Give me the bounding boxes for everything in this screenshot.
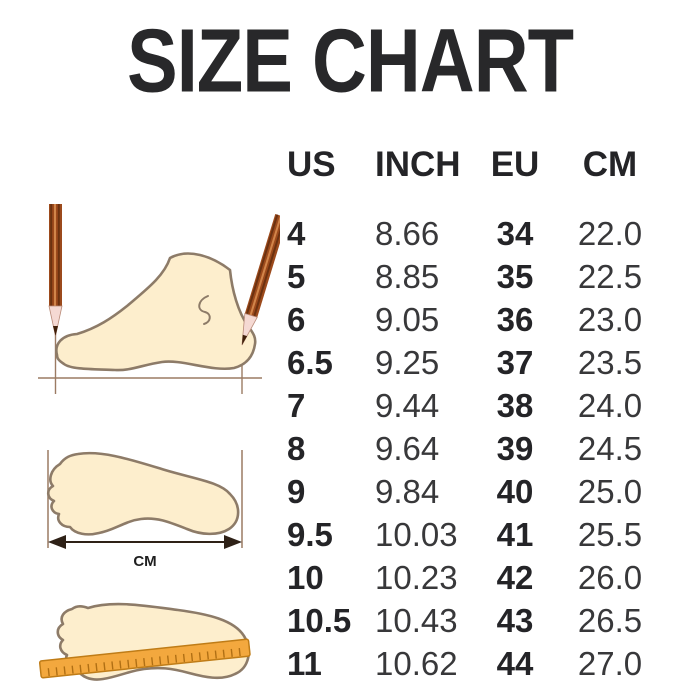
column-header-inch: INCH [375, 145, 461, 184]
table-row: 9.5 10.03 41 25.5 [287, 513, 665, 556]
table-row: 5 8.85 35 22.5 [287, 255, 665, 298]
table-cell: 10.5 [287, 602, 352, 639]
table-row: 6 9.05 36 23.0 [287, 298, 665, 341]
table-cell: 11 [287, 645, 322, 682]
size-table: US INCH EU CM 4 8.66 34 22.0 5 8.85 35 22.5 6 9.0… [287, 140, 665, 685]
footprint-ruler-icon [38, 602, 251, 681]
table-cell: 35 [496, 258, 534, 295]
table-cell: 24.0 [577, 387, 643, 424]
column-header-eu: EU [490, 145, 540, 184]
table-cell: 26.0 [577, 559, 643, 596]
column-header-cm: CM [582, 145, 638, 184]
table-body: 4 8.66 34 22.0 5 8.85 35 22.5 6 9.05 36 23.0 6.5 9.25… [287, 212, 665, 685]
table-cell: 41 [496, 516, 534, 553]
footprint-length-arrow-icon: CM [46, 450, 243, 570]
table-cell: 6.5 [287, 344, 333, 381]
column-header-us: US [287, 145, 336, 184]
table-row: 10 10.23 42 26.0 [287, 556, 665, 599]
table-cell: 27.0 [577, 645, 643, 682]
foot-side-with-pencils-icon [38, 204, 280, 394]
pencil-left-icon [48, 204, 63, 337]
table-cell: 10.03 [375, 516, 458, 553]
table-cell: 39 [496, 430, 534, 467]
table-cell: 9.44 [375, 387, 440, 424]
table-cell: 22.5 [577, 258, 643, 295]
length-arrow [48, 535, 242, 549]
page-title: SIZE CHART [127, 11, 574, 112]
table-cell: 24.5 [577, 430, 643, 467]
table-cell: 25.5 [577, 516, 643, 553]
table-cell: 42 [496, 559, 534, 596]
table-row: 6.5 9.25 37 23.5 [287, 341, 665, 384]
table-cell: 9.05 [375, 301, 440, 338]
table-cell: 37 [496, 344, 534, 381]
table-cell: 40 [496, 473, 534, 510]
table-cell: 44 [496, 645, 534, 682]
table-cell: 23.0 [577, 301, 643, 338]
table-row: 9 9.84 40 25.0 [287, 470, 665, 513]
table-cell: 38 [496, 387, 534, 424]
cm-label: CM [133, 553, 156, 570]
table-cell: 9.5 [287, 516, 333, 553]
table-cell: 43 [496, 602, 534, 639]
table-cell: 8.66 [375, 215, 440, 252]
table-cell: 23.5 [577, 344, 643, 381]
pencil-right-icon [241, 213, 280, 346]
table-cell: 4 [287, 215, 306, 252]
table-cell: 10.23 [375, 559, 458, 596]
table-cell: 9 [287, 473, 306, 510]
table-cell: 5 [287, 258, 306, 295]
table-cell: 10 [287, 559, 324, 596]
table-cell: 34 [496, 215, 534, 252]
table-cell: 6 [287, 301, 306, 338]
table-row: 4 8.66 34 22.0 [287, 212, 665, 255]
table-row: 10.5 10.43 43 26.5 [287, 599, 665, 642]
table-header-row: US INCH EU CM [287, 140, 665, 190]
table-cell: 10.62 [375, 645, 458, 682]
table-row: 7 9.44 38 24.0 [287, 384, 665, 427]
table-cell: 9.25 [375, 344, 440, 381]
table-cell: 36 [496, 301, 534, 338]
table-cell: 8 [287, 430, 306, 467]
table-cell: 9.84 [375, 473, 440, 510]
table-cell: 9.64 [375, 430, 440, 467]
table-cell: 26.5 [577, 602, 643, 639]
table-row: 11 10.62 44 27.0 [287, 642, 665, 685]
table-cell: 8.85 [375, 258, 440, 295]
table-cell: 22.0 [577, 215, 643, 252]
table-cell: 7 [287, 387, 306, 424]
table-cell: 10.43 [375, 602, 458, 639]
table-cell: 25.0 [577, 473, 643, 510]
ruler [38, 638, 251, 679]
table-row: 8 9.64 39 24.5 [287, 427, 665, 470]
